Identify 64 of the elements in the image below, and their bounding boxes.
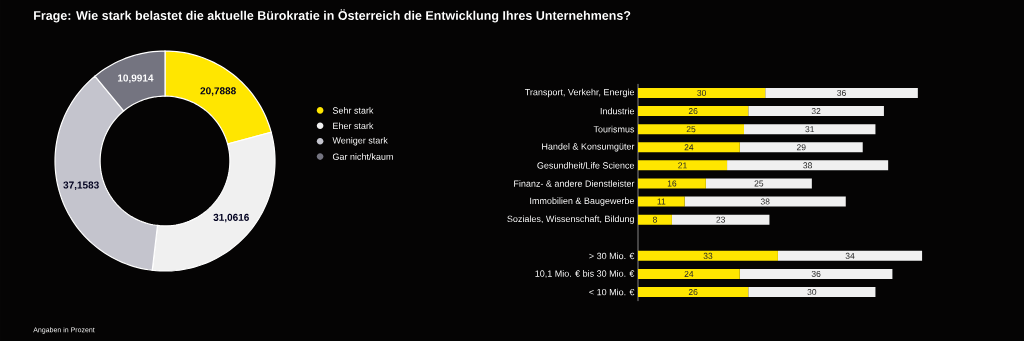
data-label: 31 [805,126,815,133]
data-label: 11 [657,198,666,205]
bar [739,142,863,153]
data-label: 8 [652,216,657,223]
y-tick-label: Gesundheit/Life Science [537,162,635,169]
data-label: 10,9914 [117,74,154,83]
bar [748,106,884,117]
data-label: 21 [678,162,687,169]
data-label: 24 [684,144,694,151]
data-label: 36 [837,89,846,96]
data-label: 31,0616 [213,213,249,223]
legend-label: Gar nicht/kaum [332,153,393,160]
data-label: 29 [796,144,806,151]
y-tick-label: Finanz- & andere Dienstleister [514,180,635,187]
data-label: 23 [716,216,726,223]
bar [638,142,740,153]
data-label: 16 [667,180,677,187]
bar [638,178,706,189]
y-tick-label: Immobilien & Baugewerbe [530,197,635,206]
bar [638,250,778,261]
bar [684,196,846,207]
data-label: 25 [686,126,696,133]
y-tick-label: 10,1 Mio. € bis 30 Mio. € [535,270,635,278]
bar [671,214,770,225]
bar [727,160,889,171]
bar [744,124,876,135]
y-tick-label: Soziales, Wissenschaft, Bildung [507,215,634,224]
legend-label: Weniger stark [332,137,388,146]
data-label: 26 [688,289,698,296]
bar [638,124,745,135]
data-label: 34 [845,252,855,259]
data-label: 24 [684,270,694,277]
y-tick-label: Handel & Konsumgüter [542,143,635,152]
bar [777,250,923,261]
data-label: 36 [811,270,821,277]
y-tick-label: Industrie [600,107,635,115]
bar [705,178,812,189]
bar [638,268,740,279]
y-tick-label: Tourismus [593,125,635,133]
bar [638,106,749,117]
legend-label: Sehr stark [332,107,374,114]
data-label: 38 [803,162,812,169]
data-label: 37,1583 [63,181,99,191]
data-label: 33 [703,252,713,259]
bar [765,87,918,98]
bar [638,214,672,225]
data-label: 30 [807,289,817,296]
bar [748,287,876,298]
data-label: 20,7888 [200,87,236,96]
data-label: 25 [754,180,764,187]
data-label: 38 [760,198,770,205]
bar [638,160,728,171]
chart-title: Frage: Wie stark belastet die aktuelle Bürokratie in Österreich die Entwicklung Ihres Unternehmens? [34,9,631,23]
y-tick-label: > 30 Mio. € [589,252,635,260]
bar [638,287,749,298]
data-label: 32 [811,108,821,115]
data-label: 30 [697,89,706,96]
legend-label: Eher stark [333,122,374,130]
y-tick-label: Transport, Verkehr, Energie [524,88,635,98]
bar [638,196,685,207]
data-label: 26 [688,108,698,115]
y-tick-label: < 10 Mio. € [589,288,635,296]
bar [739,268,893,279]
bar [638,87,766,98]
